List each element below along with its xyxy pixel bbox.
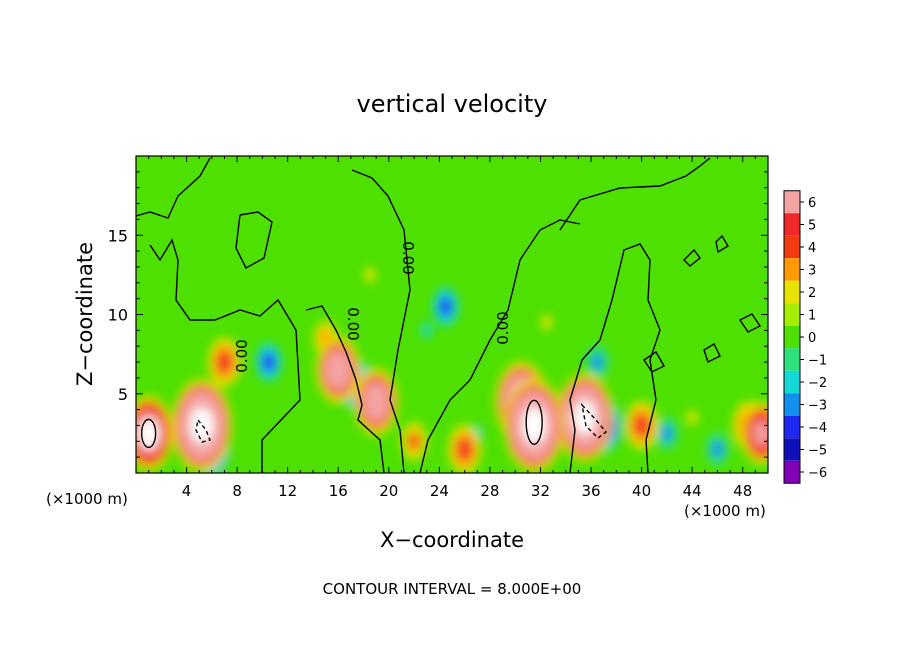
x-tick-label: 28 [480,482,499,500]
colorbar-label: 4 [808,241,816,256]
velocity-cell [329,356,348,384]
contour-line [738,313,762,333]
colorbar-swatch [784,460,800,484]
y-tick-label: 5 [118,385,128,404]
y-tick-label: 10 [108,306,128,325]
velocity-cell [660,424,673,443]
contour-line [235,211,273,269]
colorbar-swatch [784,393,800,416]
colorbar-label: −6 [808,466,827,481]
colorbar-label: −4 [808,421,827,436]
velocity-cell [138,418,159,449]
x-tick-label: 16 [329,482,348,500]
contour-loop [525,399,543,445]
contour-line [305,305,385,473]
colorbar-label: 1 [808,309,816,324]
contour-line [643,351,665,373]
x-tick-label: 32 [531,482,550,500]
x-axis-label: X−coordinate [380,528,524,552]
y-tick-label: 15 [108,226,128,245]
velocity-cell [711,440,724,458]
velocity-cell [457,438,472,461]
colorbar-swatch [784,438,800,461]
x-tick-label: 40 [632,482,651,500]
x-unit-left: (×1000 m) [46,490,128,508]
x-tick-label: 48 [733,482,752,500]
velocity-cell [522,407,546,444]
colorbar-label: 0 [808,331,816,346]
contour-label: 0.00 [344,307,362,340]
colorbar-label: 3 [808,264,816,279]
contour-line [715,234,729,254]
contour-label: 0.00 [399,241,417,274]
velocity-cell [421,322,432,339]
x-tick-label: 36 [581,482,600,500]
velocity-cell [541,314,553,331]
colorbar-label: −1 [808,354,827,369]
x-tick-label: 44 [683,482,702,500]
colorbar-label: −5 [808,444,827,459]
y-axis-label: Z−coordinate [73,242,97,386]
x-tick-label: 12 [278,482,297,500]
colorbar-swatch [784,370,800,394]
colorbar-swatch [784,303,800,326]
x-tick-label: 20 [379,482,398,500]
contour-label: 0.00 [233,339,251,372]
colorbar-label: −3 [808,399,827,414]
contour-line [703,343,721,363]
plot-area: 0.00 0.00 0.00 0.00 [136,156,768,473]
colorbar-swatch [784,258,800,281]
velocity-cell [686,409,698,426]
contour-loop [580,402,608,439]
contour-line [149,238,301,473]
velocity-cell [591,353,604,371]
x-unit-right: (×1000 m) [684,502,766,520]
y-axis-ticks: 5 10 15 [108,171,768,458]
colorbar-swatch [784,280,800,304]
contour-loop [195,418,211,443]
velocity-cell [407,431,421,452]
colorbar-swatch [784,235,800,259]
velocity-cell [367,387,386,416]
colorbar-label: −2 [808,376,827,391]
velocity-cell [439,296,453,317]
contour-line [569,243,661,473]
contour-line [559,157,711,231]
velocity-cell [753,420,768,447]
colorbar-label: 6 [808,196,816,211]
colorbar: 6 5 4 3 2 1 0 −1 −2 −3 −4 −5 −6 [783,190,827,484]
colorbar-swatch [784,415,800,439]
colorbar-label: 2 [808,286,816,301]
contour-line [136,157,211,219]
x-axis-ticks: 4 8 12 16 20 24 28 32 36 40 44 48 [148,156,756,500]
zero-contours [136,157,762,473]
velocity-cell [634,414,649,437]
colorbar-swatch [784,348,800,371]
colorbar-swatch [784,190,800,214]
x-tick-label: 4 [182,482,192,500]
contour-loop [140,418,157,449]
colorbar-swatch [784,325,800,349]
velocity-cell [217,351,232,373]
chart-title: vertical velocity [357,90,548,118]
contour-line [683,248,701,267]
contour-interval: CONTOUR INTERVAL = 8.000E+00 [323,580,582,598]
contour-line [419,219,581,473]
x-tick-label: 8 [232,482,242,500]
contour-label: 0.00 [494,311,512,344]
velocity-cell [262,352,276,372]
colorbar-label: 5 [808,219,816,234]
colorbar-swatch [784,213,800,236]
velocity-cell [364,267,376,283]
x-tick-label: 24 [430,482,449,500]
colorbar-frame [783,190,801,484]
contour-line [351,169,411,473]
contour-labels: 0.00 0.00 0.00 0.00 [233,241,512,372]
velocity-field [136,267,768,473]
